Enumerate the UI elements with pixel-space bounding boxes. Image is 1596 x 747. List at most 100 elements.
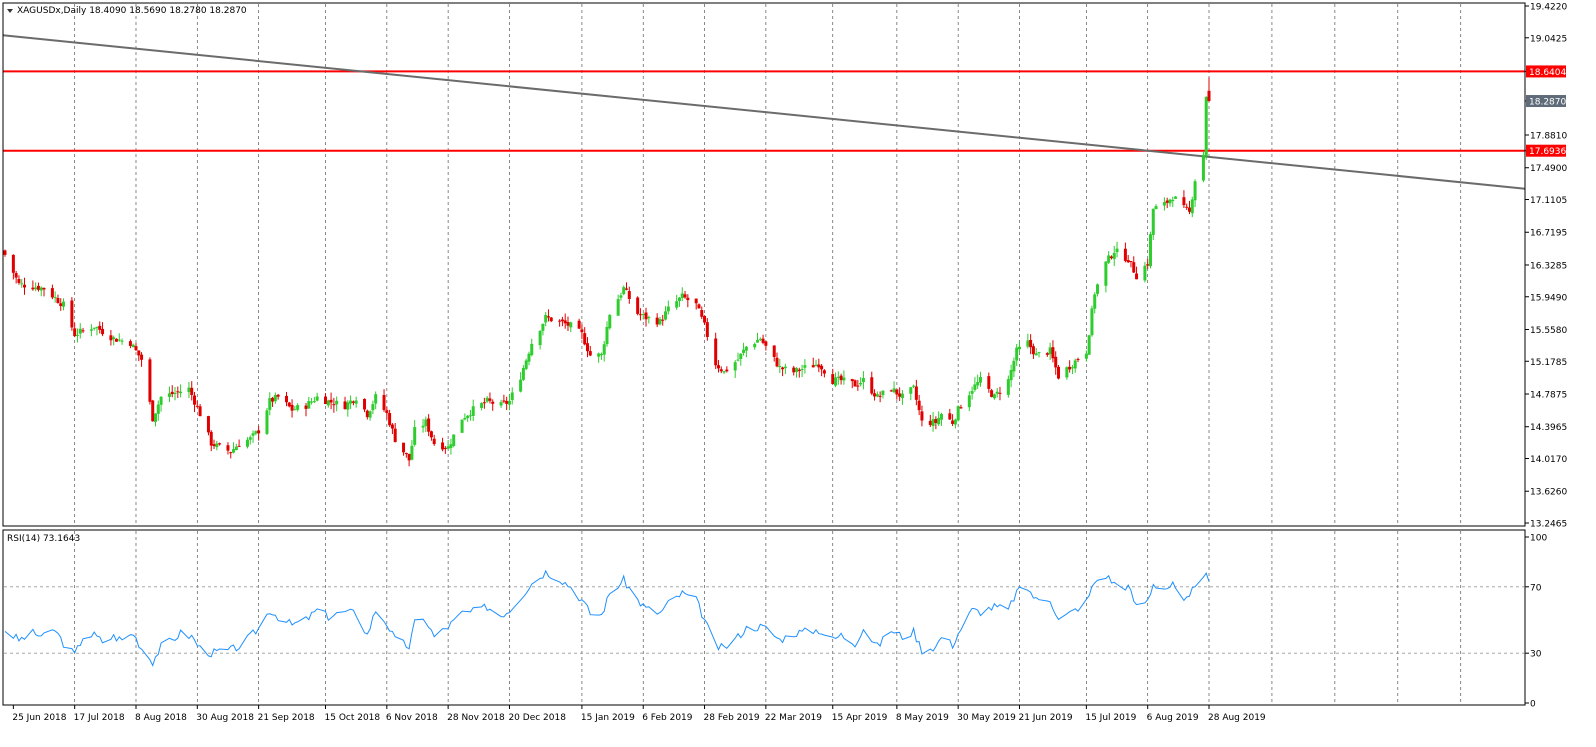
price-tick-label: 19.4220 [1530,3,1567,13]
bull-candle [293,409,297,411]
chart-header: XAGUSDx,Daily 18.4090 18.5690 18.2780 18… [7,6,247,544]
price-axis[interactable]: 19.4220 19.0425 18.6404 18.2870 17.8810 17.69… [1525,3,1567,530]
bear-candle [109,335,113,341]
bull-candle [485,397,489,402]
bear-candle [59,303,63,307]
bear-candle [655,317,659,325]
bear-candle [218,443,222,445]
bull-candle [602,344,606,355]
bull-candle [544,315,548,323]
bear-candle [1029,339,1033,348]
bear-candle [304,405,308,409]
time-grid [4,4,1524,704]
bull-candle [605,326,609,345]
bear-candle [382,395,386,410]
bear-candle [839,375,843,381]
bull-candle [371,404,375,411]
horizontal-levels [3,70,1525,152]
bull-candle [20,283,24,285]
bear-candle [1129,261,1133,263]
bull-candle [232,449,236,453]
bull-candle [410,445,414,460]
bull-candle [1037,352,1041,354]
bull-candle [658,319,662,325]
bull-candle [739,353,743,360]
bull-candle [836,376,840,378]
bear-candle [627,291,631,299]
bear-candle [661,319,665,321]
bear-candle [70,300,74,328]
bear-candle [580,329,584,333]
bull-candle [1048,347,1052,355]
bear-candle [140,354,144,360]
bear-candle [31,287,35,290]
bull-candle [834,377,838,386]
bear-candle [148,359,152,402]
rsi-tick-label: 70 [1530,583,1542,593]
bear-candle [190,387,194,396]
time-tick-label: 15 Oct 2018 [325,713,381,723]
bull-candle [647,317,651,319]
current-price-tag [1526,95,1566,108]
bull-candle [677,297,681,302]
bear-candle [1045,353,1049,355]
collapse-triangle-icon[interactable] [7,9,13,13]
bear-candle [491,401,495,404]
bull-candle [1204,97,1208,157]
bull-candle [521,368,525,380]
bull-candle [875,394,879,397]
bear-candle [56,298,60,303]
bear-candle [895,389,899,395]
bull-candle [1115,248,1119,253]
bear-candle [853,380,857,387]
bull-candle [1015,347,1019,361]
bear-candle [343,401,347,410]
bull-candle [538,330,542,346]
bear-candle [226,445,230,451]
bear-candle [402,442,406,453]
bull-candle [95,327,99,329]
bull-candle [742,349,746,353]
bull-candle [1162,202,1166,206]
bear-candle [987,376,991,389]
bull-candle [34,287,38,290]
bull-candle [268,398,272,410]
price-tick-label: 19.0425 [1530,34,1567,44]
bull-candle [310,401,314,403]
bull-candle [675,301,679,308]
level-price-label: 18.6404 [1529,68,1566,78]
bear-candle [1187,207,1191,212]
bear-candle [1182,197,1186,206]
bull-candle [527,353,531,362]
bull-candle [524,360,528,369]
bear-candle [1057,366,1060,379]
bear-candle [176,391,180,393]
bull-candle [62,301,66,307]
rsi-series [4,569,1210,667]
bear-candle [625,288,629,290]
bear-candle [1031,346,1035,355]
bull-candle [296,405,300,410]
bear-candle [209,431,213,446]
bear-candle [42,287,46,290]
bull-candle [1174,196,1178,199]
bear-candle [128,341,132,346]
time-tick-label: 6 Feb 2019 [642,713,693,723]
bull-candle [973,384,977,390]
bear-candle [1207,90,1211,102]
bear-candle [81,330,85,332]
bull-candle [744,346,748,351]
bull-candle [1112,252,1116,259]
bull-candle [248,437,252,440]
bull-candle [1143,265,1147,281]
bull-candle [664,311,668,320]
bear-candle [566,322,570,326]
price-tick-label: 15.5580 [1530,326,1567,336]
time-tick-label: 20 Dec 2018 [508,713,566,723]
bull-candle [992,394,996,399]
level-price-tag [1526,144,1566,157]
bull-candle [1070,367,1074,369]
bull-candle [861,378,865,383]
bear-candle [351,401,355,403]
current-price-label: 18.2870 [1529,98,1566,108]
